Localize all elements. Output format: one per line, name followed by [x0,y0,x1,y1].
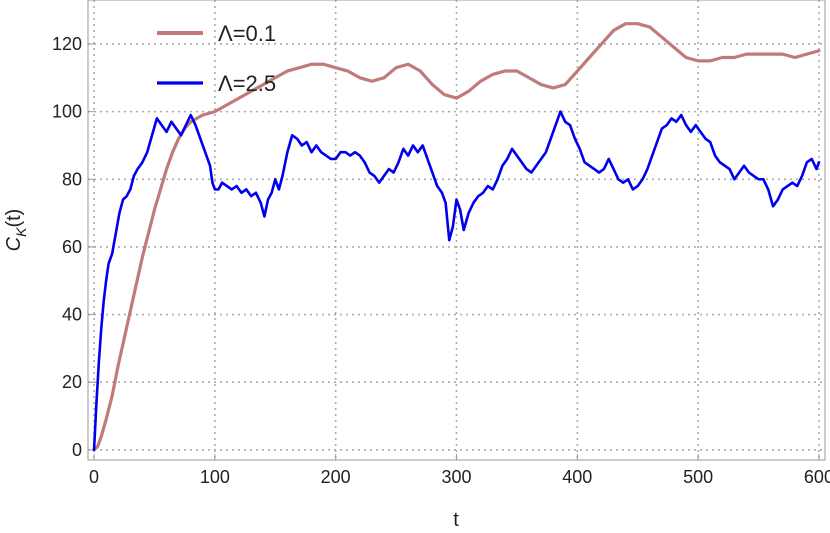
grid [88,0,825,460]
y-tick-label: 100 [52,102,82,122]
y-tick-label: 60 [62,237,82,257]
y-tick-label: 80 [62,169,82,189]
y-axis-title-base: C [3,236,25,251]
legend: Λ=0.1 Λ=2.5 [157,21,276,96]
y-tick-label: 120 [52,34,82,54]
x-axis-title: t [453,509,459,531]
x-tick-label: 400 [562,467,592,487]
x-tick-label: 0 [89,467,99,487]
series-lines [92,22,821,452]
legend-label-1: Λ=0.1 [218,21,276,46]
x-tick-label: 500 [683,467,713,487]
x-tick-label: 600 [804,467,830,487]
y-axis-title-argument: (t) [3,209,25,228]
series-line-1 [92,22,821,452]
svg-text:CK(t): CK(t) [3,209,29,252]
y-axis-title: CK(t) [3,209,29,252]
legend-label-2: Λ=2.5 [218,71,276,96]
x-tick-label: 100 [200,467,230,487]
y-tick-label: 40 [62,305,82,325]
x-tick-label: 300 [441,467,471,487]
x-tick-label: 200 [321,467,351,487]
axis-ticks: 0 100 200 300 400 500 600 0 20 40 60 80 100 120 [52,34,830,487]
y-tick-label: 0 [72,440,82,460]
y-tick-label: 20 [62,372,82,392]
y-axis-title-subscript: K [13,227,29,237]
series-line-2 [92,110,821,452]
